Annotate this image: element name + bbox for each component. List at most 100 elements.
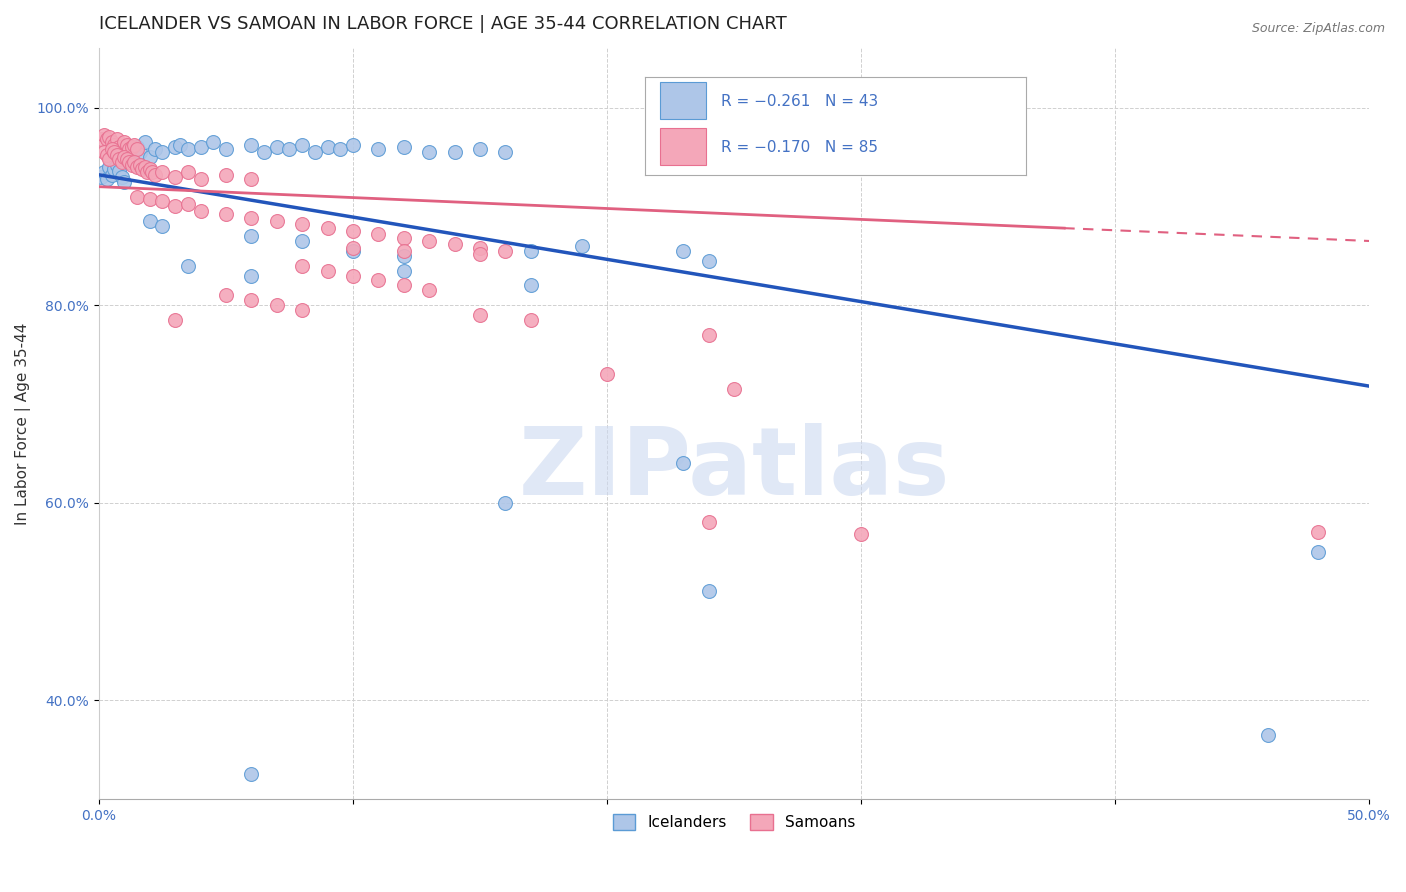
Point xyxy=(418,283,440,297)
Point xyxy=(165,169,187,184)
Point xyxy=(240,293,263,308)
Point xyxy=(152,165,174,179)
Point xyxy=(118,142,141,156)
Point xyxy=(291,303,314,318)
Point xyxy=(266,214,288,228)
Point xyxy=(494,244,516,258)
Point xyxy=(520,313,543,327)
Point xyxy=(253,145,276,160)
Point xyxy=(468,142,491,156)
Point xyxy=(169,138,191,153)
Point xyxy=(291,259,314,273)
Point xyxy=(103,138,125,153)
Point xyxy=(342,268,364,283)
Text: ICELANDER VS SAMOAN IN LABOR FORCE | AGE 35-44 CORRELATION CHART: ICELANDER VS SAMOAN IN LABOR FORCE | AGE… xyxy=(98,15,786,33)
Point xyxy=(98,160,121,174)
Point xyxy=(141,165,163,179)
Point xyxy=(125,140,148,154)
Point xyxy=(165,199,187,213)
Point xyxy=(90,169,112,184)
Y-axis label: In Labor Force | Age 35-44: In Labor Force | Age 35-44 xyxy=(15,322,31,524)
Point xyxy=(108,152,131,166)
Point xyxy=(392,263,415,277)
Point xyxy=(93,128,115,143)
Point xyxy=(118,155,141,169)
Point xyxy=(125,160,148,174)
Point xyxy=(111,155,134,169)
Point xyxy=(115,138,138,153)
Point xyxy=(367,227,389,241)
Text: Source: ZipAtlas.com: Source: ZipAtlas.com xyxy=(1251,22,1385,36)
Point xyxy=(136,165,159,179)
Point xyxy=(520,278,543,293)
Point xyxy=(125,189,148,203)
Point xyxy=(138,214,160,228)
Point xyxy=(240,229,263,244)
Point xyxy=(121,140,143,154)
Point xyxy=(316,140,339,154)
Point xyxy=(266,298,288,312)
Point xyxy=(342,138,364,153)
Point xyxy=(215,142,238,156)
Point xyxy=(494,495,516,509)
Point xyxy=(443,145,465,160)
Point xyxy=(125,142,148,156)
Point xyxy=(367,273,389,287)
Point xyxy=(128,158,150,172)
Point xyxy=(138,161,160,176)
Point xyxy=(316,221,339,235)
Point xyxy=(98,152,121,166)
Point xyxy=(105,132,128,146)
Point xyxy=(392,249,415,263)
Point xyxy=(112,175,135,189)
Point xyxy=(697,327,720,342)
Point xyxy=(342,244,364,258)
Point xyxy=(93,165,115,179)
Point xyxy=(520,244,543,258)
Point xyxy=(215,288,238,302)
Point xyxy=(103,161,125,176)
Point xyxy=(316,263,339,277)
Point xyxy=(134,160,156,174)
Point xyxy=(108,164,131,178)
Point xyxy=(392,278,415,293)
Point xyxy=(138,192,160,206)
Point xyxy=(96,171,118,186)
Point xyxy=(291,138,314,153)
Point xyxy=(111,169,134,184)
Point xyxy=(177,142,200,156)
Point xyxy=(240,211,263,226)
Point xyxy=(93,145,115,160)
Point xyxy=(105,158,128,172)
Point xyxy=(240,171,263,186)
Point xyxy=(190,204,212,219)
Point xyxy=(96,148,118,162)
Point xyxy=(134,135,156,149)
Point xyxy=(177,259,200,273)
Point xyxy=(100,135,122,149)
Point xyxy=(367,142,389,156)
Point xyxy=(468,241,491,255)
Point xyxy=(443,236,465,251)
Point xyxy=(121,158,143,172)
Point xyxy=(111,142,134,156)
Point xyxy=(266,140,288,154)
Point xyxy=(115,152,138,166)
Point xyxy=(596,368,619,382)
Point xyxy=(571,239,593,253)
Point xyxy=(105,148,128,162)
Point xyxy=(98,130,121,145)
Point xyxy=(392,140,415,154)
Point xyxy=(100,168,122,182)
Point xyxy=(202,135,225,149)
Point xyxy=(392,231,415,245)
Point xyxy=(124,155,146,169)
Point xyxy=(165,313,187,327)
Point xyxy=(240,138,263,153)
Point xyxy=(697,253,720,268)
Point xyxy=(152,145,174,160)
Point xyxy=(342,241,364,255)
Point xyxy=(291,217,314,231)
Point xyxy=(672,244,695,258)
Point xyxy=(100,142,122,156)
